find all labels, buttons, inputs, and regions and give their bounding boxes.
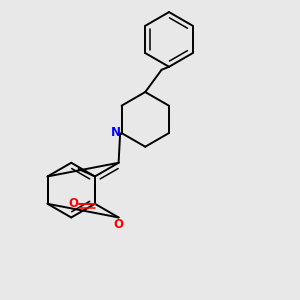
Text: N: N <box>111 126 121 139</box>
Text: O: O <box>68 197 78 210</box>
Text: O: O <box>114 218 124 230</box>
